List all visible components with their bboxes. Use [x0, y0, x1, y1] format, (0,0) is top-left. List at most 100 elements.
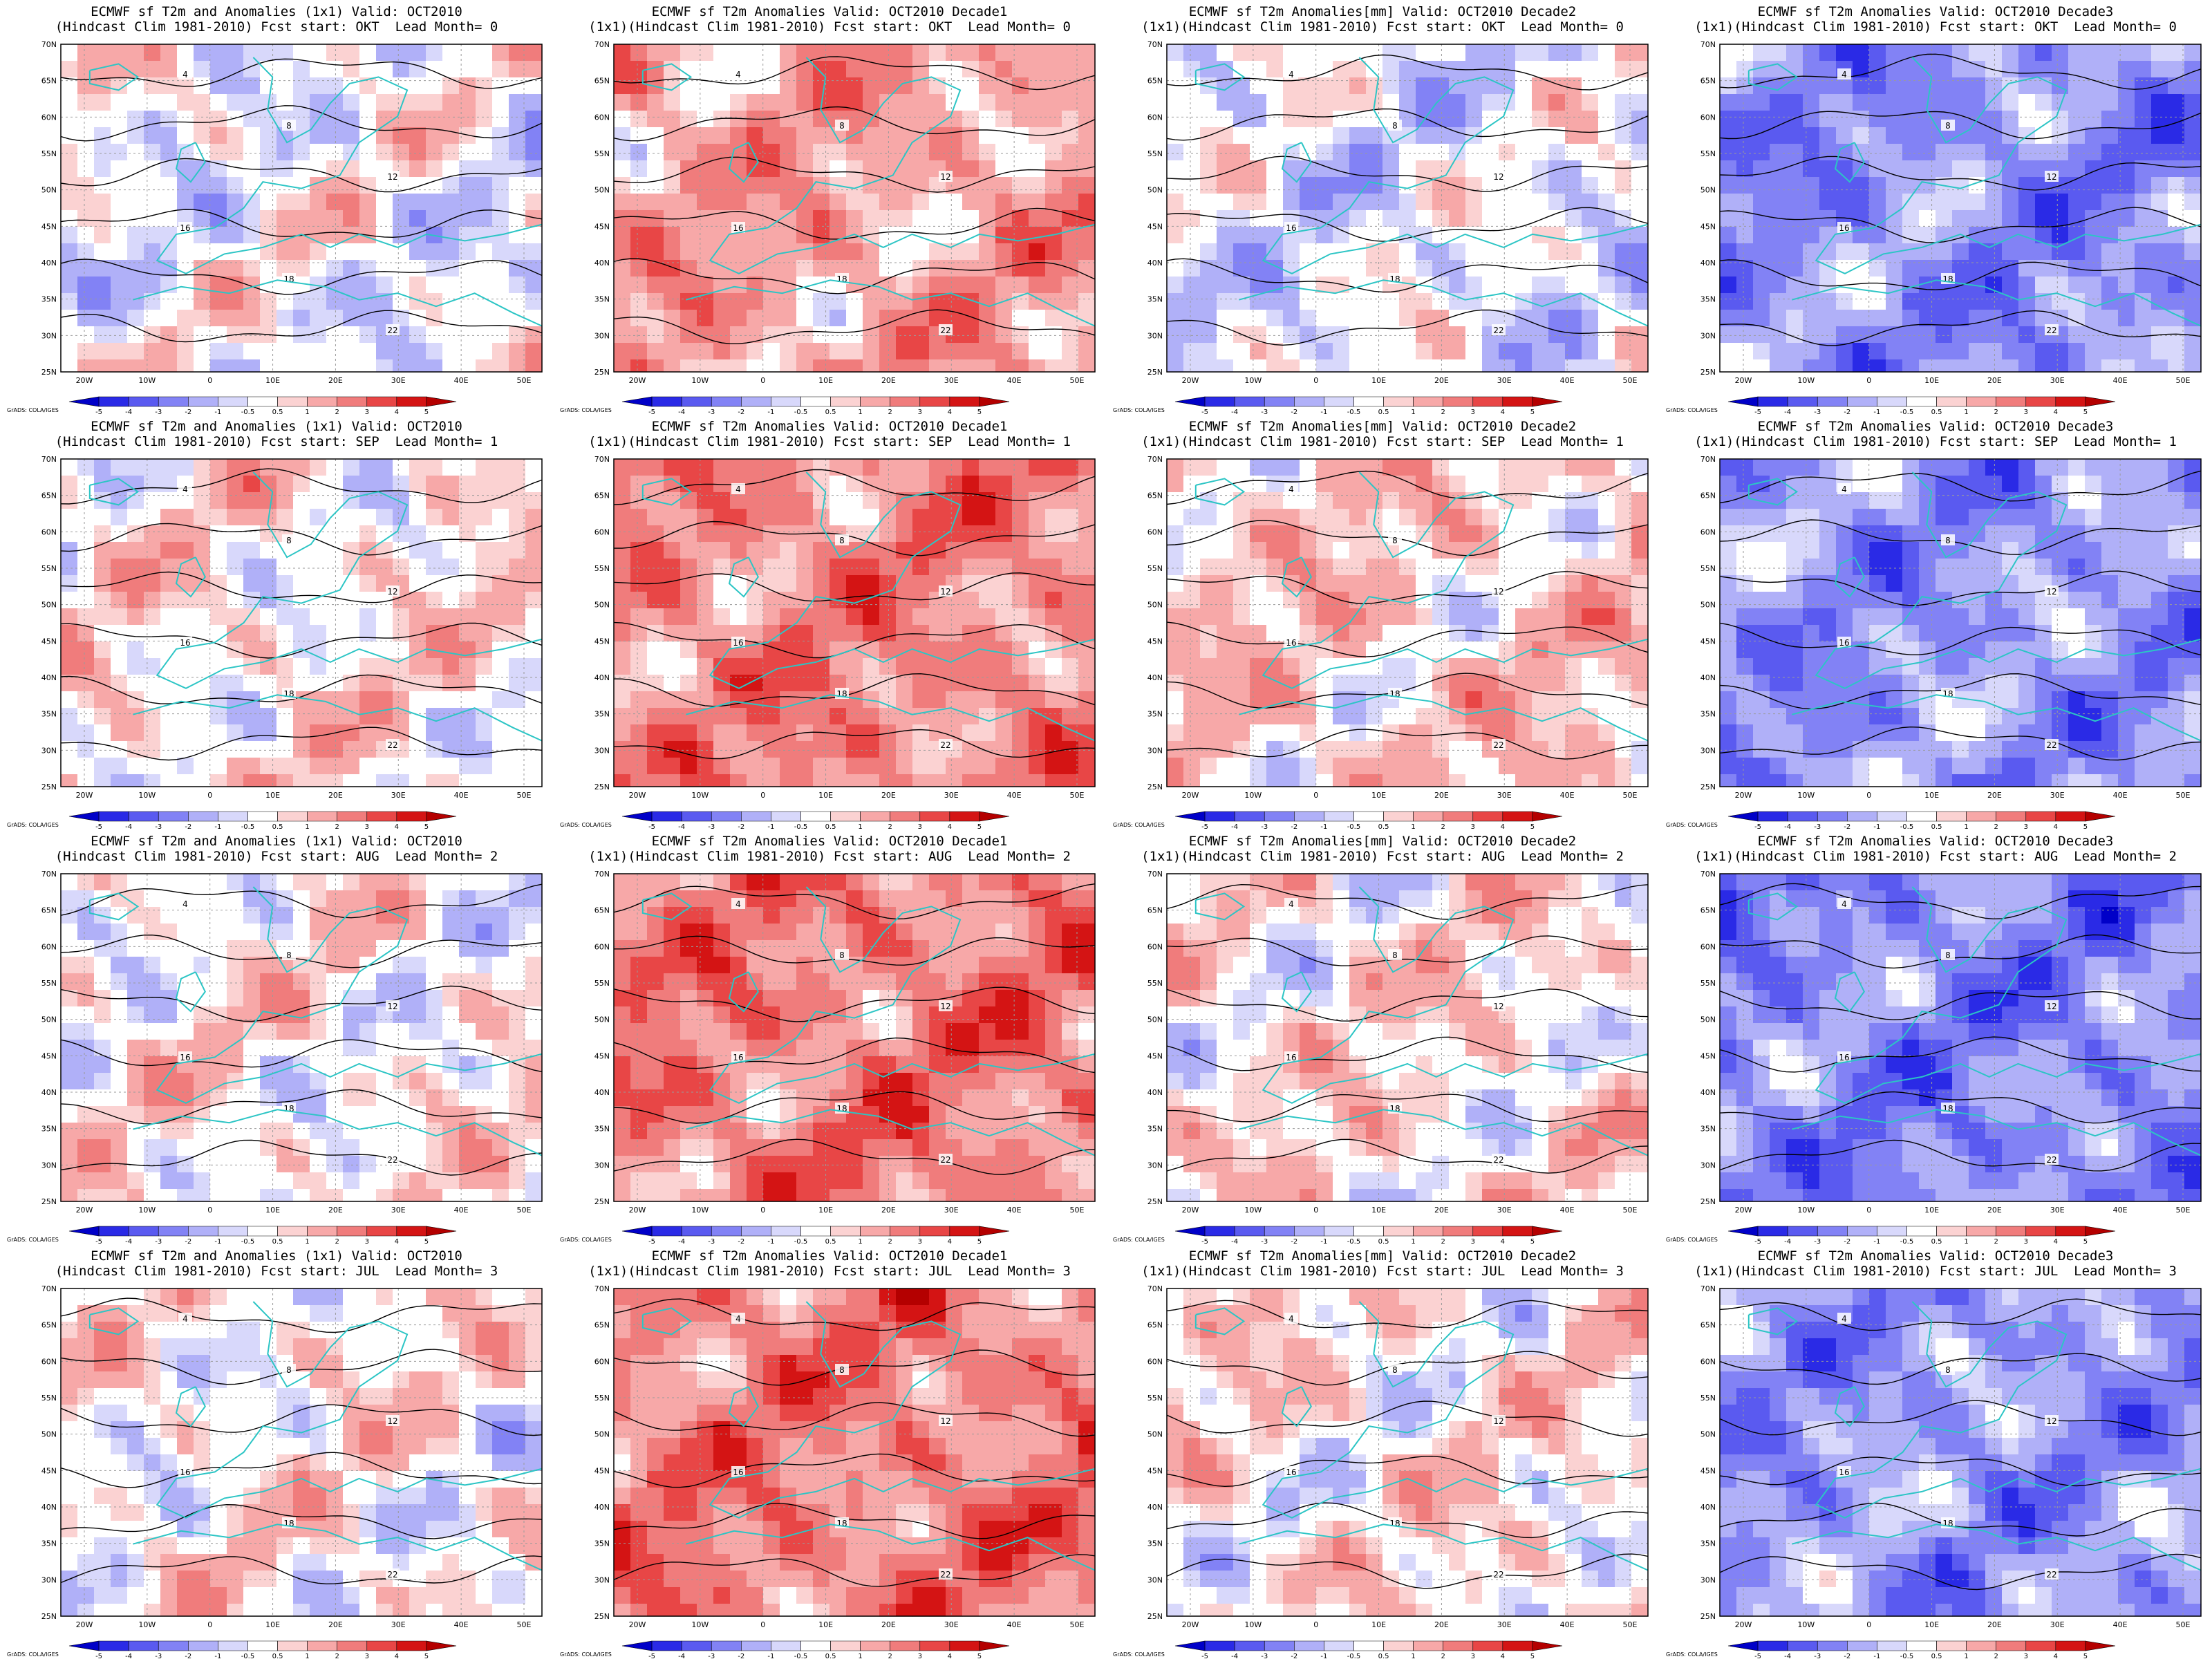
colorbar-tick-label: 0.5: [272, 1238, 283, 1244]
longitude-label: 30E: [944, 376, 959, 385]
contour-label: 12: [940, 172, 950, 182]
latitude-label: 65N: [41, 491, 57, 500]
coastlines: [1747, 1301, 2202, 1571]
latitude-label: 55N: [41, 979, 57, 988]
colorbar-segment: [218, 811, 248, 822]
colorbar-tick-label: 2: [1441, 409, 1445, 415]
latitude-label: 45N: [41, 1466, 57, 1475]
colorbar-tick-label: 0.5: [825, 409, 836, 415]
colorbar-tick-label: -0.5: [241, 409, 255, 415]
colorbar-tick-label: -5: [1201, 823, 1208, 830]
latitude-label: 30N: [1700, 746, 1716, 755]
colorbar-tick-label: 0.5: [1378, 409, 1389, 415]
latitude-label: 25N: [594, 782, 610, 791]
colorbar-tick-label: -5: [1201, 1653, 1208, 1659]
longitude-label: 0: [1313, 1206, 1318, 1215]
colorbar-segment: [426, 1226, 457, 1237]
latitude-label: 35N: [1147, 1539, 1163, 1548]
colorbar-segment: [396, 1226, 427, 1237]
anomaly-field: [61, 1288, 543, 1617]
colorbar-segment: [366, 1640, 397, 1651]
map-panel: ECMWF sf T2m Anomalies[mm] Valid: OCT201…: [1106, 415, 1659, 830]
latitude-label: 70N: [41, 1284, 57, 1293]
colorbar-segment: [1294, 1640, 1324, 1651]
latitude-label: 65N: [1147, 491, 1163, 500]
longitude-label: 40E: [454, 1620, 469, 1629]
colorbar-segment: [830, 1640, 861, 1651]
colorbar-segment: [2085, 811, 2116, 822]
colorbar-segment: [1966, 811, 1996, 822]
colorbar-tick-label: -3: [1261, 1653, 1268, 1659]
panel-subtitle: (1x1)(Hindcast Clim 1981-2010) Fcst star…: [1694, 19, 2177, 35]
colorbar-segment: [711, 1226, 742, 1237]
colorbar-tick-label: -2: [1291, 823, 1297, 830]
latitude-label: 40N: [1700, 1503, 1716, 1512]
longitude-label: 40E: [1007, 1206, 1022, 1215]
colorbar-tick-label: -3: [155, 823, 162, 830]
latitude-label: 70N: [1147, 40, 1163, 49]
colorbar-segment: [1294, 811, 1324, 822]
longitude-label: 10E: [265, 1206, 280, 1215]
colorbar-segment: [800, 396, 831, 407]
latitude-label: 40N: [1700, 259, 1716, 268]
latitude-label: 65N: [1700, 906, 1716, 915]
colorbar-tick-label: 4: [395, 1653, 399, 1659]
climatology-contours: [60, 58, 543, 343]
longitude-label: 50E: [517, 376, 532, 385]
grads-credit: GrADS: COLA/IGES: [1113, 1237, 1165, 1243]
latitude-label: 30N: [1700, 1575, 1716, 1584]
anomaly-field: [1167, 44, 1649, 373]
contour-label: 12: [387, 172, 397, 182]
latitude-label: 30N: [1147, 1161, 1163, 1170]
latitude-label: 35N: [1700, 1125, 1716, 1134]
colorbar-tick-label: 3: [2024, 1238, 2028, 1244]
latitude-label: 35N: [41, 1539, 57, 1548]
contour-label: 8: [1945, 1365, 1951, 1375]
colorbar-tick-label: -3: [1261, 823, 1268, 830]
contour-label: 4: [1841, 485, 1847, 494]
coastlines: [88, 57, 543, 327]
colorbar-segment: [621, 1226, 653, 1237]
longitude-label: 20E: [1434, 791, 1449, 800]
colorbar-tick-label: 1: [1964, 823, 1968, 830]
colorbar-segment: [771, 396, 801, 407]
colorbar-tick-label: 1: [858, 1653, 862, 1659]
colorbar-tick-label: -2: [185, 409, 191, 415]
colorbar-tick-label: 0.5: [1931, 1653, 1942, 1659]
colorbar-tick-label: -1: [1320, 1653, 1327, 1659]
latitude-label: 45N: [1700, 1466, 1716, 1475]
latitude-label: 35N: [594, 710, 610, 719]
latitude-label: 70N: [41, 870, 57, 879]
latitude-label: 40N: [1147, 1503, 1163, 1512]
colorbar-segment: [158, 811, 189, 822]
colorbar-segment: [919, 1226, 950, 1237]
latitude-label: 50N: [594, 601, 610, 610]
coastlines: [1747, 57, 2202, 327]
colorbar-tick-label: 2: [335, 1653, 339, 1659]
colorbar-segment: [1906, 811, 1937, 822]
colorbar-tick-label: 4: [395, 1238, 399, 1244]
colorbar-segment: [979, 811, 1010, 822]
colorbar-segment: [68, 1640, 100, 1651]
map-panel: ECMWF sf T2m Anomalies Valid: OCT2010 De…: [1659, 415, 2212, 830]
longitude-label: 30E: [1497, 376, 1512, 385]
graticule: [61, 874, 542, 1201]
colorbar-segment: [1383, 1226, 1414, 1237]
longitude-label: 0: [1313, 376, 1318, 385]
colorbar-tick-label: 3: [365, 823, 369, 830]
colorbar-segment: [426, 1640, 457, 1651]
latitude-label: 60N: [1147, 1357, 1163, 1366]
contour-label: 22: [1493, 740, 1503, 750]
longitude-label: 20E: [328, 1206, 343, 1215]
colorbar-segment: [2025, 811, 2056, 822]
colorbar-segment: [800, 1640, 831, 1651]
longitude-label: 20E: [1987, 376, 2002, 385]
colorbar-segment: [1472, 396, 1503, 407]
longitude-label: 50E: [2176, 1620, 2191, 1629]
colorbar-tick-label: -1: [1873, 409, 1880, 415]
latitude-label: 55N: [1147, 564, 1163, 573]
latitude-label: 45N: [1147, 1051, 1163, 1060]
map-panel: ECMWF sf T2m Anomalies Valid: OCT2010 De…: [553, 1244, 1106, 1659]
longitude-label: 20E: [881, 1206, 896, 1215]
colorbar-tick-label: 3: [1471, 823, 1475, 830]
